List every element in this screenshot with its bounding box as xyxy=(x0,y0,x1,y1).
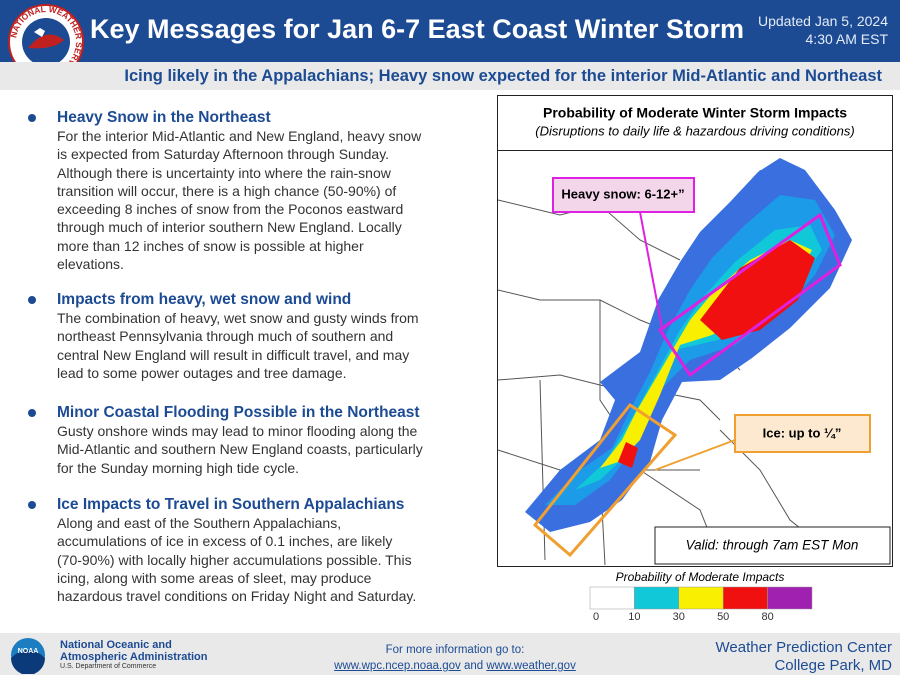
message-line: (70-90%) with locally higher accumulatio… xyxy=(57,551,412,568)
message-line: through much of interior southern New En… xyxy=(57,219,402,236)
legend-label: 0 xyxy=(593,611,599,623)
message-line: elevations. xyxy=(57,256,124,273)
legend-swatch xyxy=(722,586,768,610)
message-line: hazardous travel conditions on Friday Ni… xyxy=(57,588,417,605)
snow-callout: Heavy snow: 6-12+” xyxy=(561,186,684,201)
message-line: for the Sunday morning high tide cycle. xyxy=(57,459,300,476)
updated: Updated Jan 5, 2024 4:30 AM EST xyxy=(758,12,888,48)
message-line: icing, along with some areas of sleet, m… xyxy=(57,569,372,586)
message-line: more than 12 inches of snow is possible … xyxy=(57,237,364,254)
message-line: is expected from Saturday Afternoon thro… xyxy=(57,146,390,163)
legend-title: Probability of Moderate Impacts xyxy=(616,570,785,584)
legend-swatch xyxy=(634,586,680,610)
message-line: Although there is uncertainty into where… xyxy=(57,164,391,181)
legend-label: 50 xyxy=(717,611,729,623)
link[interactable]: www.weather.gov xyxy=(486,660,576,672)
message-line: For the interior Mid-Atlantic and New En… xyxy=(57,128,422,144)
message-line: transition will occur, there is a high c… xyxy=(57,182,397,199)
noaa-logo-text: NOAA xyxy=(18,648,39,655)
legend: Probability of Moderate Impacts 0 10 30 50 8… xyxy=(589,570,813,623)
message-heading: Impacts from heavy, wet snow and wind xyxy=(57,291,352,308)
map-title: Probability of Moderate Winter Storm Imp… xyxy=(543,105,847,121)
bullet xyxy=(28,114,36,122)
subtitle-bar: Icing likely in the Appalachians; Heavy … xyxy=(0,62,900,90)
header-bar xyxy=(0,0,900,62)
agency: National Oceanic and Atmospheric Adminis… xyxy=(60,639,208,663)
message-heading: Heavy Snow in the Northeast xyxy=(57,109,271,126)
updated-time: 4:30 AM EST xyxy=(805,31,888,47)
subtitle: Icing likely in the Appalachians; Heavy … xyxy=(124,67,882,85)
message-heading: Ice Impacts to Travel in Southern Appala… xyxy=(57,496,405,513)
key-message: Ice Impacts to Travel in Southern Appala… xyxy=(28,496,477,605)
footer-bar xyxy=(0,633,900,675)
message-line: The combination of heavy, wet snow and g… xyxy=(57,310,419,326)
valid-time: Valid: through 7am EST Mon xyxy=(686,538,859,553)
message-line: Along and east of the Southern Appalachi… xyxy=(57,515,342,531)
link[interactable]: www.wpc.ncep.noaa.gov xyxy=(334,660,461,672)
links: www.wpc.ncep.noaa.gov and www.weather.go… xyxy=(300,658,610,674)
noaa-logo: NOAA xyxy=(11,638,45,674)
updated-date: Updated Jan 5, 2024 xyxy=(758,13,888,29)
message-line: central New England will result in diffi… xyxy=(57,346,410,363)
bullet xyxy=(28,409,36,417)
center-location: College Park, MD xyxy=(774,657,892,674)
key-message: Heavy Snow in the Northeast For the inter… xyxy=(28,109,477,273)
department: U.S. Department of Commerce xyxy=(60,663,157,670)
message-line: accumulations of ice in excess of 0.1 in… xyxy=(57,533,393,550)
key-message: Minor Coastal Flooding Possible in the N… xyxy=(28,404,477,477)
info-text: For more information go to: xyxy=(385,644,525,656)
wpc: Weather Prediction Center College Park, … xyxy=(716,639,892,675)
message-line: northeast Pennsylvania through much of s… xyxy=(57,328,394,345)
message-line: Mid-Atlantic and southern New England co… xyxy=(57,441,423,458)
legend-swatch xyxy=(767,586,813,610)
title: Key Messages for Jan 6-7 East Coast Wint… xyxy=(90,14,744,44)
message-line: exceeding 8 inches of snow from the Poco… xyxy=(57,201,404,218)
link-joiner: and xyxy=(463,660,484,672)
message-heading: Minor Coastal Flooding Possible in the N… xyxy=(57,404,420,421)
legend-label: 30 xyxy=(673,611,685,623)
legend-swatch xyxy=(678,586,724,610)
legend-swatch xyxy=(589,586,635,610)
map-subtitle: (Disruptions to daily life & hazardous d… xyxy=(535,123,854,138)
bullet xyxy=(28,501,36,509)
legend-label: 80 xyxy=(761,611,773,623)
bullet xyxy=(28,296,36,304)
info: For more information go to: www.wpc.ncep… xyxy=(300,642,610,674)
message-line: lead to some power outages and tree dama… xyxy=(57,364,347,381)
message-line: Gusty onshore winds may lead to minor fl… xyxy=(57,423,418,439)
map: Heavy snow: 6-12+” Ice: up to ¼” Valid: … xyxy=(497,95,893,567)
legend-label: 10 xyxy=(628,611,640,623)
center-name: Weather Prediction Center xyxy=(715,639,892,656)
key-message: Impacts from heavy, wet snow and wind The… xyxy=(28,291,477,382)
ice-callout: Ice: up to ¼” xyxy=(763,425,842,440)
